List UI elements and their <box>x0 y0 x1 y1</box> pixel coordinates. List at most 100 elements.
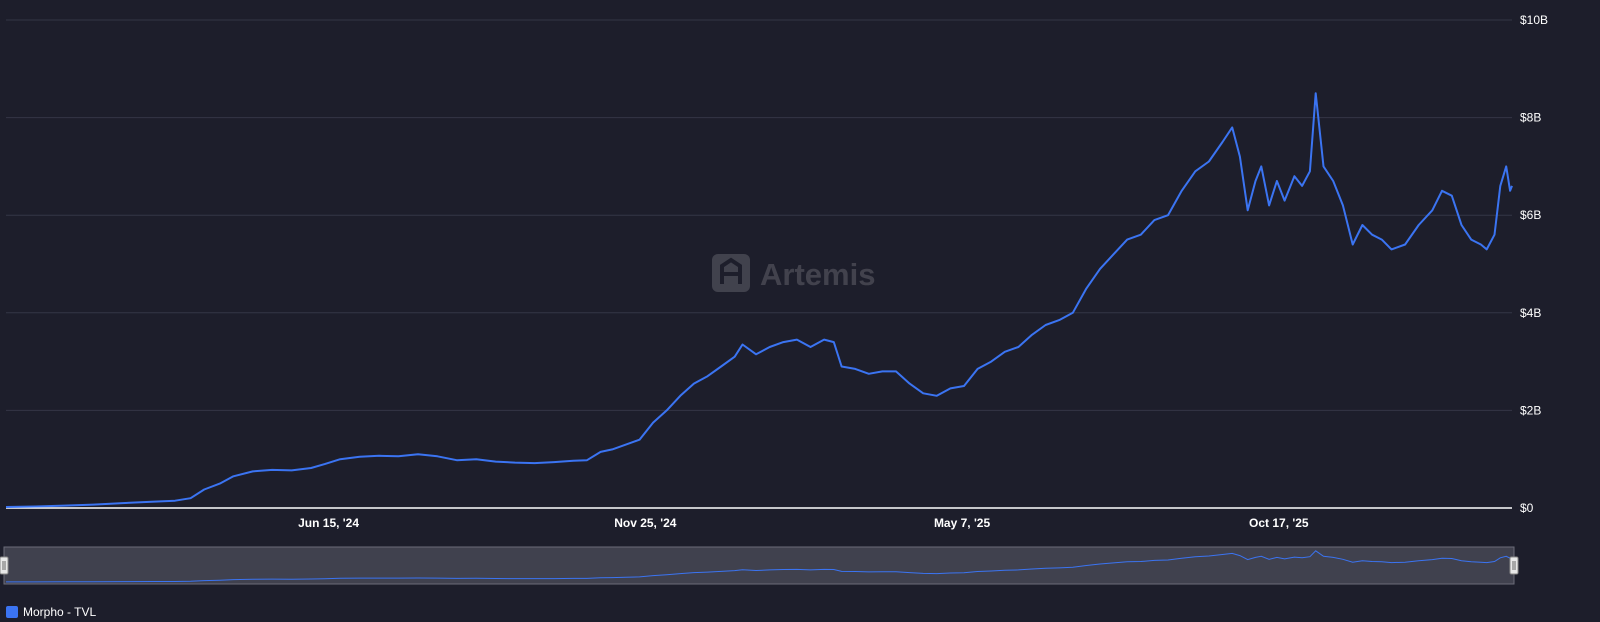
data-point[interactable] <box>1390 248 1392 250</box>
data-point[interactable] <box>1480 243 1482 245</box>
data-point[interactable] <box>854 368 856 370</box>
data-point[interactable] <box>1332 180 1334 182</box>
data-point[interactable] <box>833 341 835 343</box>
data-point[interactable] <box>586 459 588 461</box>
data-point[interactable] <box>417 453 419 455</box>
data-point[interactable] <box>1254 180 1256 182</box>
data-point[interactable] <box>1260 165 1262 167</box>
data-point[interactable] <box>734 356 736 358</box>
data-point[interactable] <box>1371 234 1373 236</box>
data-point[interactable] <box>1431 209 1433 211</box>
data-point[interactable] <box>63 504 65 506</box>
data-point[interactable] <box>693 382 695 384</box>
data-point[interactable] <box>92 503 94 505</box>
data-point[interactable] <box>1208 160 1210 162</box>
data-point[interactable] <box>1499 185 1501 187</box>
data-point[interactable] <box>1194 170 1196 172</box>
data-point[interactable] <box>1342 204 1344 206</box>
data-point[interactable] <box>572 460 574 462</box>
data-point[interactable] <box>769 346 771 348</box>
navigator[interactable] <box>0 546 1519 585</box>
data-point[interactable] <box>741 343 743 345</box>
data-point[interactable] <box>271 469 273 471</box>
data-point[interactable] <box>1486 248 1488 250</box>
data-point[interactable] <box>1140 234 1142 236</box>
data-point[interactable] <box>1283 199 1285 201</box>
navigator-right-handle[interactable] <box>1509 556 1519 575</box>
data-point[interactable] <box>1509 190 1511 192</box>
data-point[interactable] <box>324 463 326 465</box>
data-point[interactable] <box>151 501 153 503</box>
data-point[interactable] <box>339 458 341 460</box>
data-point[interactable] <box>203 488 205 490</box>
data-point[interactable] <box>310 467 312 469</box>
legend-item[interactable]: Morpho - TVL <box>6 604 96 620</box>
data-point[interactable] <box>1293 175 1295 177</box>
data-point[interactable] <box>1404 243 1406 245</box>
data-point[interactable] <box>895 370 897 372</box>
data-point[interactable] <box>1352 243 1354 245</box>
data-point[interactable] <box>514 461 516 463</box>
data-point[interactable] <box>936 395 938 397</box>
data-point[interactable] <box>1072 312 1074 314</box>
data-point[interactable] <box>533 462 535 464</box>
data-point[interactable] <box>625 443 627 445</box>
data-point[interactable] <box>495 460 497 462</box>
data-point[interactable] <box>252 470 254 472</box>
data-point[interactable] <box>908 382 910 384</box>
data-point[interactable] <box>397 455 399 457</box>
data-point[interactable] <box>1058 319 1060 321</box>
data-point[interactable] <box>1247 209 1249 211</box>
data-point[interactable] <box>1017 346 1019 348</box>
data-point[interactable] <box>1112 253 1114 255</box>
data-point[interactable] <box>796 338 798 340</box>
data-point[interactable] <box>638 439 640 441</box>
data-point[interactable] <box>809 346 811 348</box>
data-point[interactable] <box>1099 268 1101 270</box>
data-point[interactable] <box>599 451 601 453</box>
data-point[interactable] <box>1441 190 1443 192</box>
data-point[interactable] <box>291 469 293 471</box>
data-point[interactable] <box>720 365 722 367</box>
data-point[interactable] <box>1361 224 1363 226</box>
data-point[interactable] <box>1493 234 1495 236</box>
data-point[interactable] <box>990 360 992 362</box>
data-point[interactable] <box>359 456 361 458</box>
data-point[interactable] <box>1309 170 1311 172</box>
data-point[interactable] <box>881 370 883 372</box>
navigator-window[interactable] <box>3 546 1515 585</box>
data-point[interactable] <box>219 482 221 484</box>
data-point[interactable] <box>823 338 825 340</box>
data-point[interactable] <box>1153 219 1155 221</box>
data-point[interactable] <box>1276 180 1278 182</box>
data-point[interactable] <box>1511 185 1513 187</box>
data-point[interactable] <box>436 455 438 457</box>
data-point[interactable] <box>1470 238 1472 240</box>
data-point[interactable] <box>868 373 870 375</box>
data-point[interactable] <box>1004 351 1006 353</box>
data-point[interactable] <box>1460 224 1462 226</box>
data-point[interactable] <box>1381 238 1383 240</box>
data-point[interactable] <box>1231 126 1233 128</box>
data-point[interactable] <box>840 365 842 367</box>
data-point[interactable] <box>1167 214 1169 216</box>
data-point[interactable] <box>922 392 924 394</box>
data-point[interactable] <box>1268 204 1270 206</box>
data-point[interactable] <box>34 505 36 507</box>
data-point[interactable] <box>5 506 7 508</box>
data-point[interactable] <box>1301 185 1303 187</box>
data-point[interactable] <box>1181 190 1183 192</box>
data-point[interactable] <box>611 448 613 450</box>
data-point[interactable] <box>976 368 978 370</box>
data-point[interactable] <box>679 395 681 397</box>
data-point[interactable] <box>949 387 951 389</box>
data-point[interactable] <box>475 458 477 460</box>
data-point[interactable] <box>755 353 757 355</box>
data-point[interactable] <box>1126 238 1128 240</box>
data-point[interactable] <box>232 475 234 477</box>
data-point[interactable] <box>378 455 380 457</box>
data-point[interactable] <box>1418 224 1420 226</box>
data-point[interactable] <box>553 461 555 463</box>
data-point[interactable] <box>1505 165 1507 167</box>
data-point[interactable] <box>1239 155 1241 157</box>
